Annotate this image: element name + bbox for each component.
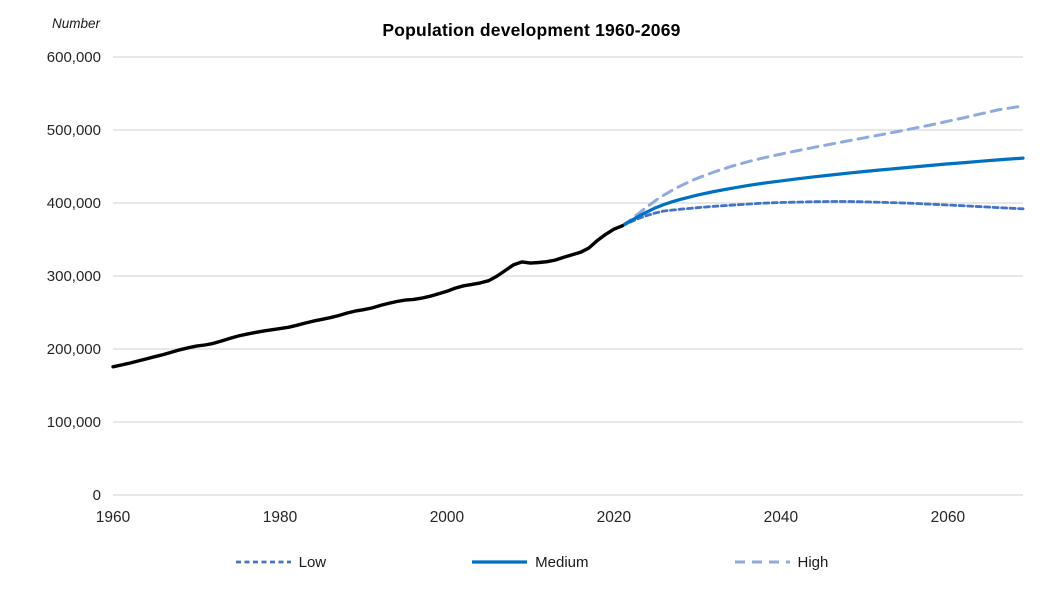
x-tick-label: 2040: [764, 509, 799, 526]
series-line-history: [111, 224, 624, 369]
y-tick-label: 300,000: [47, 268, 101, 285]
series-line-low: [620, 200, 1025, 228]
series-line-high: [620, 104, 1025, 228]
medium-line-swatch: [472, 560, 528, 564]
y-tick-label: 500,000: [47, 122, 101, 139]
x-tick-label: 1960: [96, 509, 131, 526]
legend-label-medium: Medium: [535, 553, 589, 571]
y-axis-unit-label: Number: [51, 16, 100, 31]
y-tick-label: 0: [93, 487, 101, 504]
legend-label-low: Low: [298, 553, 327, 571]
y-tick-label: 200,000: [47, 341, 101, 358]
legend-label-high: High: [797, 553, 829, 571]
chart-title: Population development 1960-2069: [382, 20, 681, 40]
y-tick-label: 100,000: [47, 414, 101, 431]
legend: Low Medium High: [0, 553, 1063, 571]
legend-item-high: High: [734, 553, 829, 571]
y-tick-label: 400,000: [47, 195, 101, 212]
low-line-swatch: [235, 560, 291, 564]
x-tick-label: 2060: [931, 509, 966, 526]
x-tick-label: 1980: [263, 509, 298, 526]
series-line-medium: [620, 156, 1025, 228]
y-tick-label: 600,000: [47, 49, 101, 66]
x-tick-label: 2000: [430, 509, 465, 526]
legend-item-medium: Medium: [471, 553, 589, 571]
high-line-swatch: [734, 560, 790, 564]
legend-item-low: Low: [235, 553, 327, 571]
x-tick-label: 2020: [597, 509, 632, 526]
